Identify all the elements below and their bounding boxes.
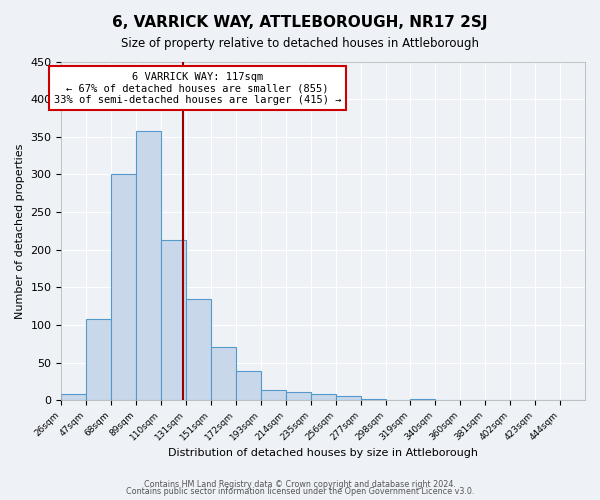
Bar bbox=[186, 298, 211, 400]
Bar bbox=[261, 390, 286, 400]
Bar bbox=[111, 174, 136, 400]
Text: 6 VARRICK WAY: 117sqm
← 67% of detached houses are smaller (855)
33% of semi-det: 6 VARRICK WAY: 117sqm ← 67% of detached … bbox=[54, 72, 341, 105]
Bar bbox=[61, 394, 86, 400]
Bar bbox=[410, 398, 436, 400]
Bar bbox=[335, 396, 361, 400]
Bar bbox=[311, 394, 335, 400]
Bar bbox=[361, 398, 386, 400]
Text: Contains HM Land Registry data © Crown copyright and database right 2024.: Contains HM Land Registry data © Crown c… bbox=[144, 480, 456, 489]
X-axis label: Distribution of detached houses by size in Attleborough: Distribution of detached houses by size … bbox=[168, 448, 478, 458]
Bar bbox=[211, 348, 236, 400]
Bar bbox=[161, 240, 186, 400]
Text: Size of property relative to detached houses in Attleborough: Size of property relative to detached ho… bbox=[121, 38, 479, 51]
Bar bbox=[136, 130, 161, 400]
Bar bbox=[86, 319, 111, 400]
Text: 6, VARRICK WAY, ATTLEBOROUGH, NR17 2SJ: 6, VARRICK WAY, ATTLEBOROUGH, NR17 2SJ bbox=[112, 15, 488, 30]
Y-axis label: Number of detached properties: Number of detached properties bbox=[15, 143, 25, 318]
Bar bbox=[286, 392, 311, 400]
Text: Contains public sector information licensed under the Open Government Licence v3: Contains public sector information licen… bbox=[126, 488, 474, 496]
Bar bbox=[236, 371, 261, 400]
